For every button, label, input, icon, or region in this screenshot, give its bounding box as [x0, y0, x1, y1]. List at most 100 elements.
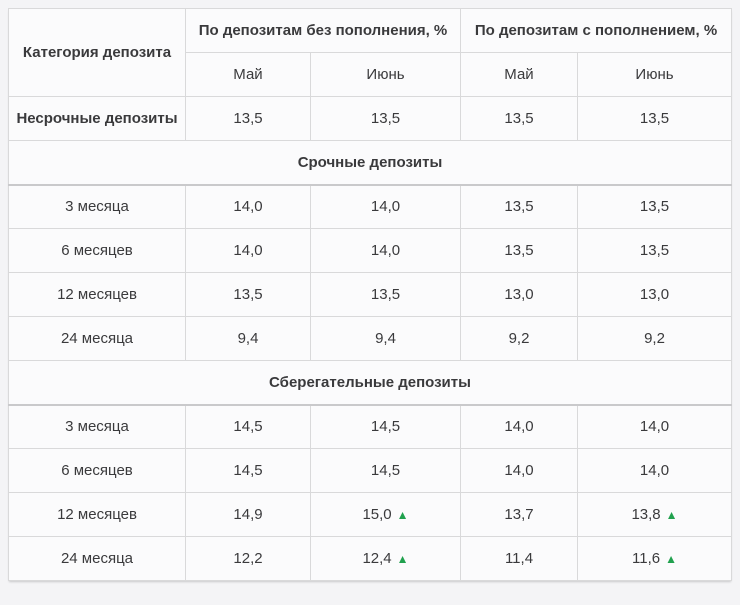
rate-cell: 13,5 — [185, 272, 311, 317]
category-cell: 6 месяцев — [8, 228, 186, 273]
rate-value: 14,0 — [639, 418, 670, 436]
rate-value: 15,0 — [362, 506, 392, 523]
rate-cell: 13,5 — [577, 184, 732, 229]
rate-cell: 13,5 — [185, 96, 311, 141]
rate-cell: 13,5 — [460, 96, 578, 141]
table-body: Несрочные депозиты 13,5 13,5 13,5 13,5 Срочны… — [8, 96, 732, 581]
rate-value: 13,0 — [639, 286, 670, 303]
category-cell: 24 месяца — [8, 536, 186, 581]
rate-value: 13,5 — [233, 110, 263, 127]
rate-cell: 11,4 — [460, 536, 578, 581]
rate-cell: 13,5 — [310, 96, 461, 141]
rate-value: 14,5 — [233, 462, 263, 479]
rate-value: 11,4 — [504, 550, 534, 567]
category-cell: 12 месяцев — [8, 492, 186, 537]
table-row: 24 месяца 12,2 12,4 ▲ 11,4 11,6 ▲ — [8, 536, 732, 581]
table-row: 6 месяцев 14,5 14,5 14,0 14,0 — [8, 448, 732, 493]
rate-cell: 14,5 — [310, 448, 461, 493]
rate-value: 9,4 — [375, 330, 396, 347]
rate-cell: 14,0 — [577, 404, 732, 449]
rate-cell: 14,0 — [185, 228, 311, 273]
month-header-cell: Июнь — [577, 52, 732, 97]
section-header-cell: Сберегательные депозиты — [8, 360, 732, 406]
table-row: 3 месяца 14,0 14,0 13,5 13,5 — [8, 184, 732, 229]
rate-cell: 12,4 ▲ — [310, 536, 461, 581]
rate-cell: 13,5 — [577, 96, 732, 141]
up-indicator-icon: ▲ — [396, 508, 409, 522]
rate-cell: 9,2 — [460, 316, 578, 361]
rate-cell: 14,0 — [185, 184, 311, 229]
rate-cell: 11,6 ▲ — [577, 536, 732, 581]
rate-value: 13,5 — [370, 286, 401, 303]
rate-value: 9,2 — [644, 330, 665, 347]
category-cell: 12 месяцев — [8, 272, 186, 317]
rate-value: 13,7 — [504, 506, 534, 523]
section-row: Срочные депозиты — [8, 140, 732, 186]
rate-cell: 13,5 — [577, 228, 732, 273]
rate-value: 9,4 — [237, 330, 259, 347]
table-row: 12 месяцев 13,5 13,5 13,0 13,0 — [8, 272, 732, 317]
section-row: Сберегательные депозиты — [8, 360, 732, 406]
month-header-row: Май Июнь Май Июнь — [9, 52, 732, 97]
rate-value: 14,0 — [639, 462, 670, 479]
rate-cell: 9,4 — [310, 316, 461, 361]
rate-value: 14,5 — [233, 418, 263, 436]
deposit-rates-table-container: Категория депозита По депозитам без попо… — [8, 8, 732, 581]
deposit-rates-table: Категория депозита По депозитам без попо… — [8, 8, 732, 581]
rate-cell: 14,5 — [185, 448, 311, 493]
group-header-cell-no-replenishment: По депозитам без пополнения, % — [185, 8, 461, 53]
rate-cell: 13,5 — [460, 228, 578, 273]
month-header-cell: Июнь — [310, 52, 461, 97]
rate-cell: 14,0 — [460, 448, 578, 493]
rate-value: 13,0 — [504, 286, 534, 303]
rate-value: 14,0 — [504, 418, 534, 436]
category-cell: 6 месяцев — [8, 448, 186, 493]
rate-cell: 15,0 ▲ — [310, 492, 461, 537]
table-row: 6 месяцев 14,0 14,0 13,5 13,5 — [8, 228, 732, 273]
rate-value: 14,5 — [370, 418, 401, 436]
table-row: Несрочные депозиты 13,5 13,5 13,5 13,5 — [8, 96, 732, 141]
rate-value: 12,4 — [362, 550, 392, 567]
rate-cell: 14,5 — [310, 404, 461, 449]
up-indicator-icon: ▲ — [396, 552, 409, 566]
group-header-row: Категория депозита По депозитам без попо… — [8, 8, 732, 97]
up-indicator-icon: ▲ — [665, 508, 678, 522]
rate-cell: 14,9 — [185, 492, 311, 537]
rate-cell: 14,0 — [577, 448, 732, 493]
category-cell: Несрочные депозиты — [8, 96, 186, 141]
rate-value: 9,2 — [508, 330, 530, 347]
month-header-cell: Май — [185, 52, 311, 97]
month-header-cell: Май — [460, 52, 578, 97]
rate-value: 14,0 — [370, 242, 401, 259]
rate-value: 13,8 — [631, 506, 661, 523]
rate-cell: 13,5 — [310, 272, 461, 317]
up-indicator-icon: ▲ — [665, 552, 677, 566]
rate-value: 11,6 — [632, 550, 661, 567]
rate-value: 14,5 — [370, 462, 401, 479]
rate-value: 14,0 — [233, 242, 263, 259]
rate-cell: 13,7 — [460, 492, 578, 537]
rate-cell: 13,0 — [577, 272, 732, 317]
rate-cell: 9,4 — [185, 316, 311, 361]
rate-value: 13,5 — [370, 110, 401, 127]
rate-value: 13,5 — [639, 242, 670, 259]
rate-value: 12,2 — [233, 550, 263, 567]
rate-cell: 14,0 — [310, 184, 461, 229]
rate-cell: 13,0 — [460, 272, 578, 317]
rate-value: 14,0 — [504, 462, 534, 479]
category-cell: 24 месяца — [8, 316, 186, 361]
rate-cell: 14,0 — [460, 404, 578, 449]
rate-value: 14,0 — [370, 198, 401, 216]
rate-value: 13,5 — [504, 198, 534, 216]
table-row: 24 месяца 9,4 9,4 9,2 9,2 — [8, 316, 732, 361]
rate-cell: 9,2 — [577, 316, 732, 361]
rate-value: 14,9 — [233, 506, 263, 523]
rate-cell: 13,8 ▲ — [577, 492, 732, 537]
corner-header-cell: Категория депозита — [8, 8, 186, 97]
rate-cell: 14,0 — [310, 228, 461, 273]
rate-value: 13,5 — [233, 286, 263, 303]
rate-value: 14,0 — [233, 198, 263, 216]
rate-value: 13,5 — [639, 198, 670, 216]
group-header-cell-with-replenishment: По депозитам с пополнением, % — [460, 8, 732, 53]
rate-cell: 12,2 — [185, 536, 311, 581]
